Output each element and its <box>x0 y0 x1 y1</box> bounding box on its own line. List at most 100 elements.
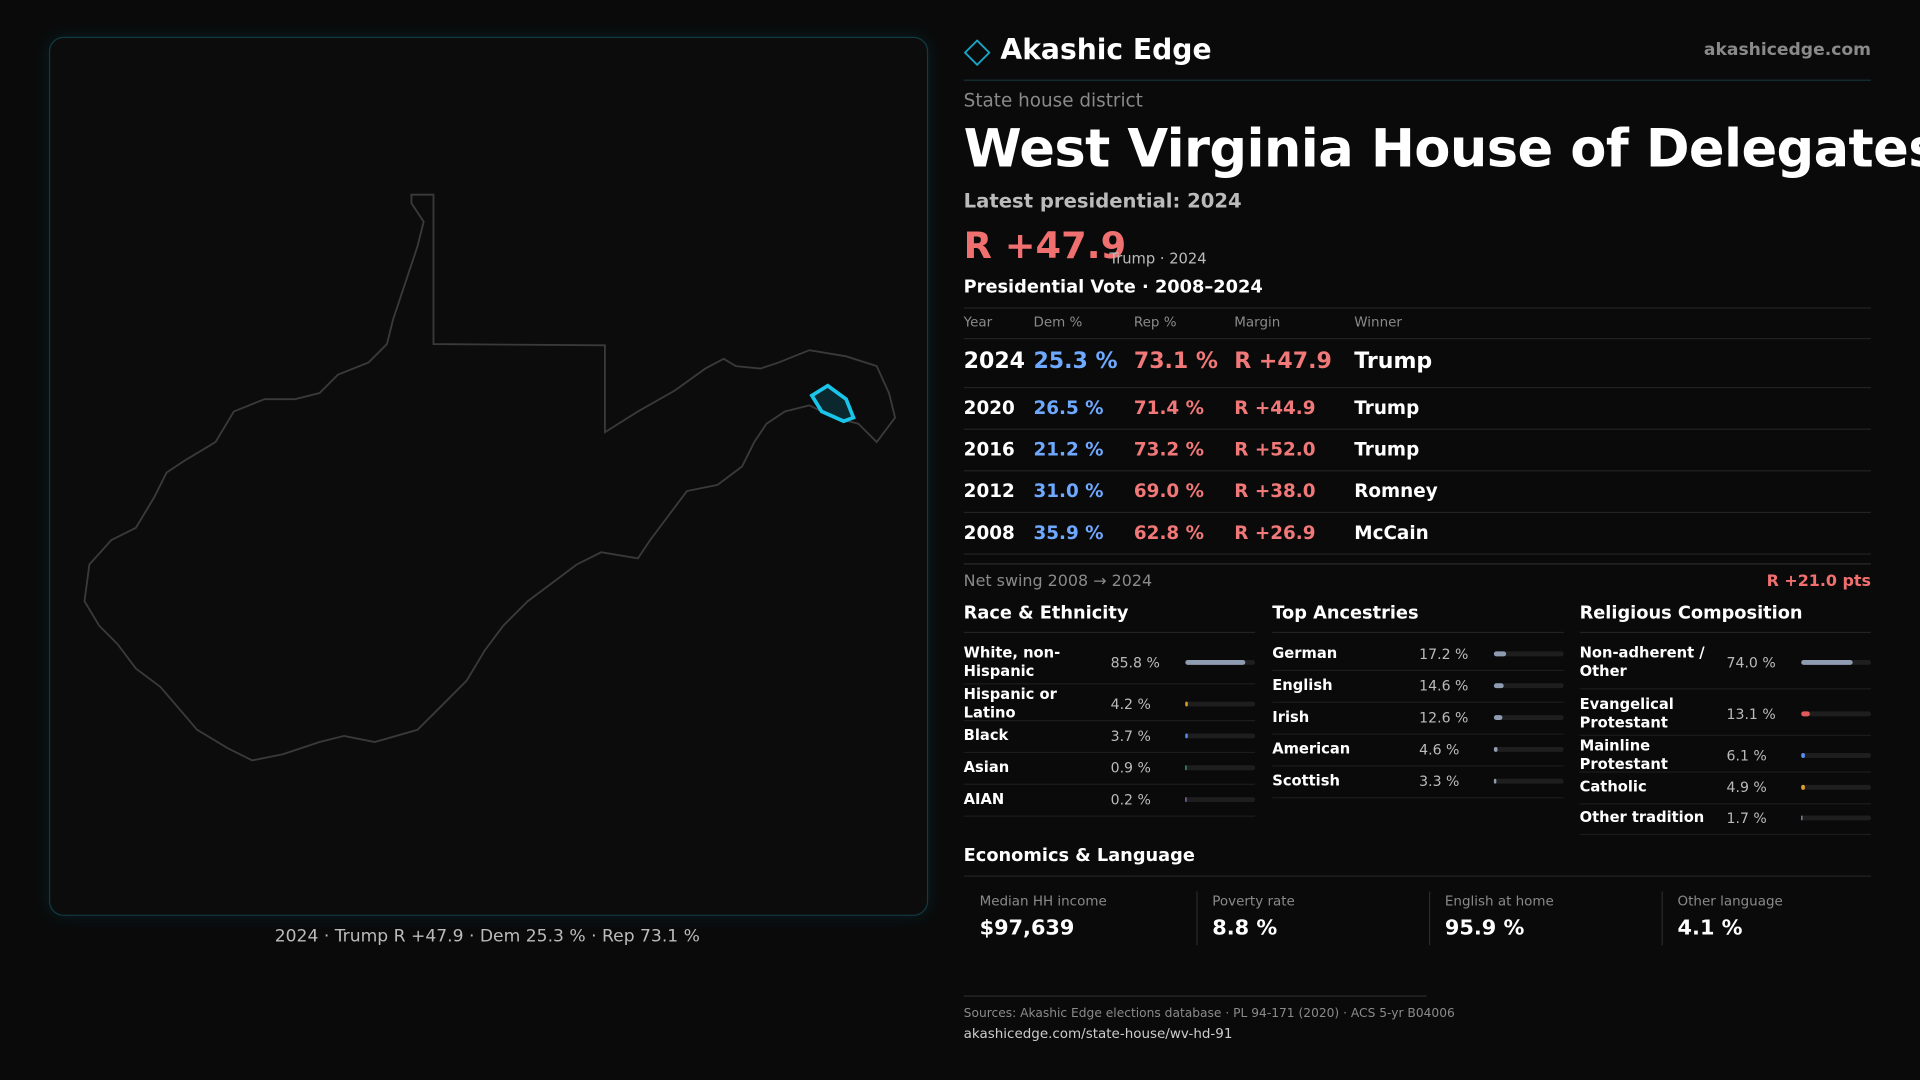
divider <box>963 386 1872 389</box>
divider <box>963 307 1872 309</box>
table-cell: Trump <box>1354 396 1420 419</box>
bar-track <box>1185 733 1256 739</box>
table-cell: 25.3 % <box>1033 348 1118 375</box>
item-value: 4.2 % <box>1110 695 1151 713</box>
title: West Virginia House of Delegates Distric… <box>963 118 1920 181</box>
bar <box>1801 815 1803 821</box>
site: akashicedge.com <box>1703 40 1872 61</box>
table-cell: Romney <box>1354 480 1438 503</box>
bar-track <box>1801 753 1872 758</box>
bar <box>1185 701 1189 707</box>
item-label: Asian <box>963 758 1010 776</box>
divider <box>1661 891 1663 946</box>
econ-value: $97,639 <box>979 915 1075 941</box>
item-value: 4.6 % <box>1419 740 1460 758</box>
divider <box>963 563 1872 565</box>
bar-track <box>1185 765 1256 771</box>
bar-track <box>1493 683 1564 689</box>
composition-column: Race & Ethnicity White, non-Hispanic 85.8 … <box>963 0 1256 1080</box>
divider <box>1272 765 1564 767</box>
bar-track <box>1493 651 1564 657</box>
bar <box>1493 746 1498 752</box>
item-label: American <box>1272 740 1351 758</box>
item-value: 3.7 % <box>1110 727 1151 745</box>
bar <box>1493 683 1505 689</box>
bar <box>1493 715 1503 721</box>
table-cell: 2008 <box>963 521 1015 544</box>
item-value: 3.3 % <box>1419 772 1460 790</box>
bar <box>1801 753 1806 758</box>
sources: Sources: Akashic Edge elections database… <box>963 1007 1455 1021</box>
table-cell: 21.2 % <box>1033 438 1104 461</box>
table-cell: McCain <box>1354 521 1429 544</box>
econ-value: 95.9 % <box>1444 915 1525 941</box>
column-header: Year <box>963 314 993 331</box>
table-cell: 2016 <box>963 438 1015 461</box>
econ-title: Economics & Language <box>963 846 1195 866</box>
item-value: 0.2 % <box>1110 791 1151 809</box>
table-cell: 73.1 % <box>1133 348 1219 375</box>
divider <box>1272 733 1564 735</box>
table-cell: 73.2 % <box>1133 438 1204 461</box>
margin-note: Trump · 2024 <box>1109 249 1207 267</box>
divider <box>963 337 1872 340</box>
divider <box>963 470 1872 472</box>
column-header: Rep % <box>1133 314 1177 331</box>
divider <box>1272 701 1564 703</box>
divider <box>1272 797 1564 799</box>
item-label: German <box>1272 644 1338 662</box>
item-value: 14.6 % <box>1419 677 1469 695</box>
url: akashicedge.com/state-house/wv-hd-91 <box>963 1025 1233 1042</box>
map-panel <box>48 36 929 916</box>
econ-label: Median HH income <box>979 893 1107 910</box>
composition-column: Top Ancestries German 17.2 % English 14.6 % I… <box>1272 0 1564 1080</box>
bar <box>1801 711 1811 717</box>
table-title: Presidential Vote · 2008–2024 <box>963 277 1263 298</box>
latest: Latest presidential: 2024 <box>963 189 1242 213</box>
bar <box>1801 660 1853 665</box>
table-cell: 31.0 % <box>1033 480 1104 503</box>
map-caption: 2024 · Trump R +47.9 · Dem 25.3 % · Rep … <box>274 926 700 947</box>
item-value: 4.9 % <box>1726 778 1767 796</box>
econ-value: 8.8 % <box>1212 915 1278 941</box>
divider <box>1272 669 1564 672</box>
table-cell: 35.9 % <box>1033 521 1104 544</box>
divider <box>963 428 1872 430</box>
divider <box>963 875 1872 877</box>
divider <box>1579 688 1872 690</box>
item-label: Irish <box>1272 708 1310 726</box>
divider <box>1196 891 1198 946</box>
column-header: Dem % <box>1033 314 1083 331</box>
item-value: 12.6 % <box>1419 708 1469 727</box>
table-cell: R +26.9 <box>1234 521 1316 544</box>
item-value: 85.8 % <box>1110 653 1160 672</box>
column-header: Margin <box>1234 314 1281 331</box>
item-value: 0.9 % <box>1110 759 1151 777</box>
item-label: Catholic <box>1579 778 1647 796</box>
bar <box>1185 765 1186 771</box>
item-value: 74.0 % <box>1726 653 1776 672</box>
swing-label: Net swing 2008 → 2024 <box>963 572 1153 591</box>
table-cell: 2024 <box>963 348 1026 375</box>
divider <box>963 631 1256 634</box>
headline-margin: R +47.9 <box>963 224 1127 268</box>
section-title: Top Ancestries <box>1272 603 1419 624</box>
econ-label: English at home <box>1444 893 1554 910</box>
brand: Akashic Edge <box>1000 34 1212 67</box>
table-cell: 69.0 % <box>1133 480 1204 503</box>
divider <box>963 720 1256 722</box>
item-label: Scottish <box>1272 772 1340 790</box>
item-label: Mainline Protestant <box>1579 737 1668 773</box>
divider <box>963 783 1256 785</box>
item-label: Hispanic or Latino <box>963 685 1057 722</box>
table-cell: 2012 <box>963 480 1015 503</box>
section-title: Race & Ethnicity <box>963 603 1129 624</box>
divider <box>963 995 1427 997</box>
bar <box>1185 660 1246 665</box>
divider <box>1579 802 1872 804</box>
bar-track <box>1493 746 1564 752</box>
item-label: White, non-Hispanic <box>963 644 1061 680</box>
divider <box>963 79 1872 81</box>
